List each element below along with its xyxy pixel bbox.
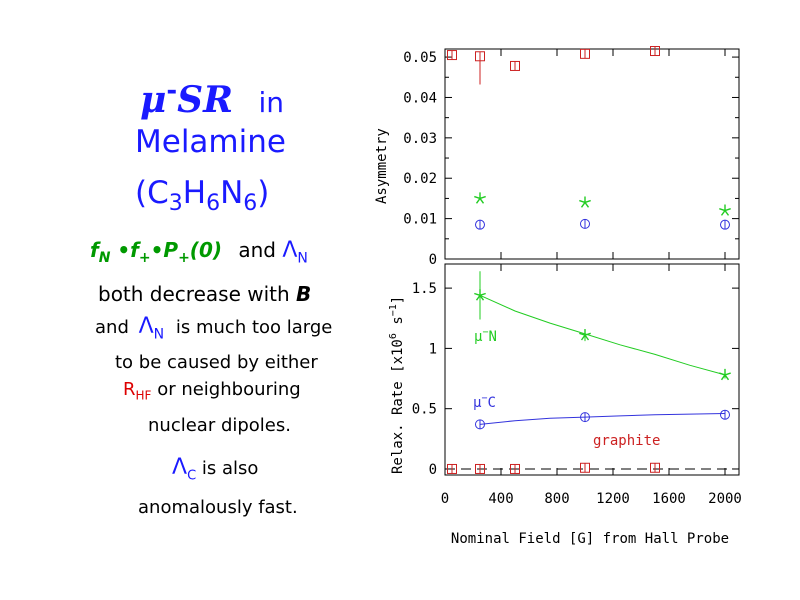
formula-sub-3: 3 [168,191,183,217]
bottom-xtick-label: 800 [544,491,569,507]
top-ytick-label: 0.04 [403,90,437,106]
bottom-series-0-point [579,329,591,341]
top-ytick-label: 0.03 [403,131,437,147]
body-line-2: both decrease with B [98,282,312,306]
lambda-n: ΛN [282,238,308,267]
top-series-1-point [474,192,486,204]
body-line-4: to be caused by either [115,352,318,373]
bottom-xtick-label: 1200 [596,491,630,507]
formula-sub-6a: 6 [206,191,221,217]
bottom-panel: 0 0.5 1 1.5 0 400 800 1200 1600 2000 [412,264,742,507]
bottom-series-0-point [474,289,486,301]
bottom-xtick-label: 0 [441,491,449,507]
r-hf: RHF [123,379,152,403]
top-panel: 0 0.01 0.02 0.03 0.04 0.05 [403,46,739,268]
bottom-panel-frame [444,263,740,476]
top-ylabel: Asymmetry [374,128,390,204]
bottom-fit-line-0 [479,294,726,376]
body-line-5: RHF or neighbouring [123,379,301,403]
top-ytick-label: 0.01 [403,212,437,228]
bottom-xtick-label: 2000 [708,491,742,507]
title-mu: μ [140,79,167,121]
formula-close: ) [257,175,270,211]
top-ytick-label: 0 [429,252,437,268]
formula-h: H [182,175,207,211]
annotation-mu-n: μ−N [474,327,497,345]
formula-open: (C [135,175,169,211]
bottom-series-0-point [719,368,731,381]
annotation-mu-c: μ−C [473,393,496,411]
bottom-ytick-label: 0.5 [412,402,437,418]
title-in: in [258,86,285,119]
body-line-7: ΛC is also [172,455,259,484]
formula-sub-6b: 6 [243,191,258,217]
body-line-6: nuclear dipoles. [148,415,291,436]
title-line-1: μ-SR in [140,76,284,121]
annotation-graphite: graphite [593,433,660,449]
body-line-8: anomalously fast. [138,497,298,518]
formula-n: N [220,175,244,211]
slide-text-panel: μ-SR in Melamine (C3H6N6) fN •f+•P+(0) a… [90,76,333,518]
title-line-2: Melamine [135,124,286,160]
title-minus: - [166,76,178,106]
body-line-3: and ΛN is much too large [95,314,333,343]
bottom-xtick-label: 400 [488,491,513,507]
title-formula: (C3H6N6) [135,175,269,216]
top-series-1-point [579,196,591,208]
bottom-ytick-label: 1 [429,341,437,357]
bottom-ylabel: Relax. Rate [x106 s−1] [388,296,406,474]
bottom-ytick-label: 1.5 [412,281,437,297]
lambda-c: ΛC [172,455,197,484]
top-series-1-point [719,204,731,216]
b-field-symbol: B [296,282,312,306]
body-line-1: fN •f+•P+(0) and ΛN [90,238,308,266]
bottom-xtick-label: 1600 [652,491,686,507]
bottom-fit-line-1 [479,413,726,425]
bottom-xlabel: Nominal Field [G] from Hall Probe [451,531,729,547]
top-panel-frame [444,48,740,260]
fn-term: fN •f+•P+(0) [90,238,222,266]
title-sr: SR [177,79,234,121]
top-ytick-label: 0.02 [403,171,437,187]
top-ytick-label: 0.05 [403,50,437,66]
and-text: and [238,238,276,262]
bottom-ytick-label: 0 [429,462,437,478]
lambda-n-2: ΛN [138,314,165,343]
